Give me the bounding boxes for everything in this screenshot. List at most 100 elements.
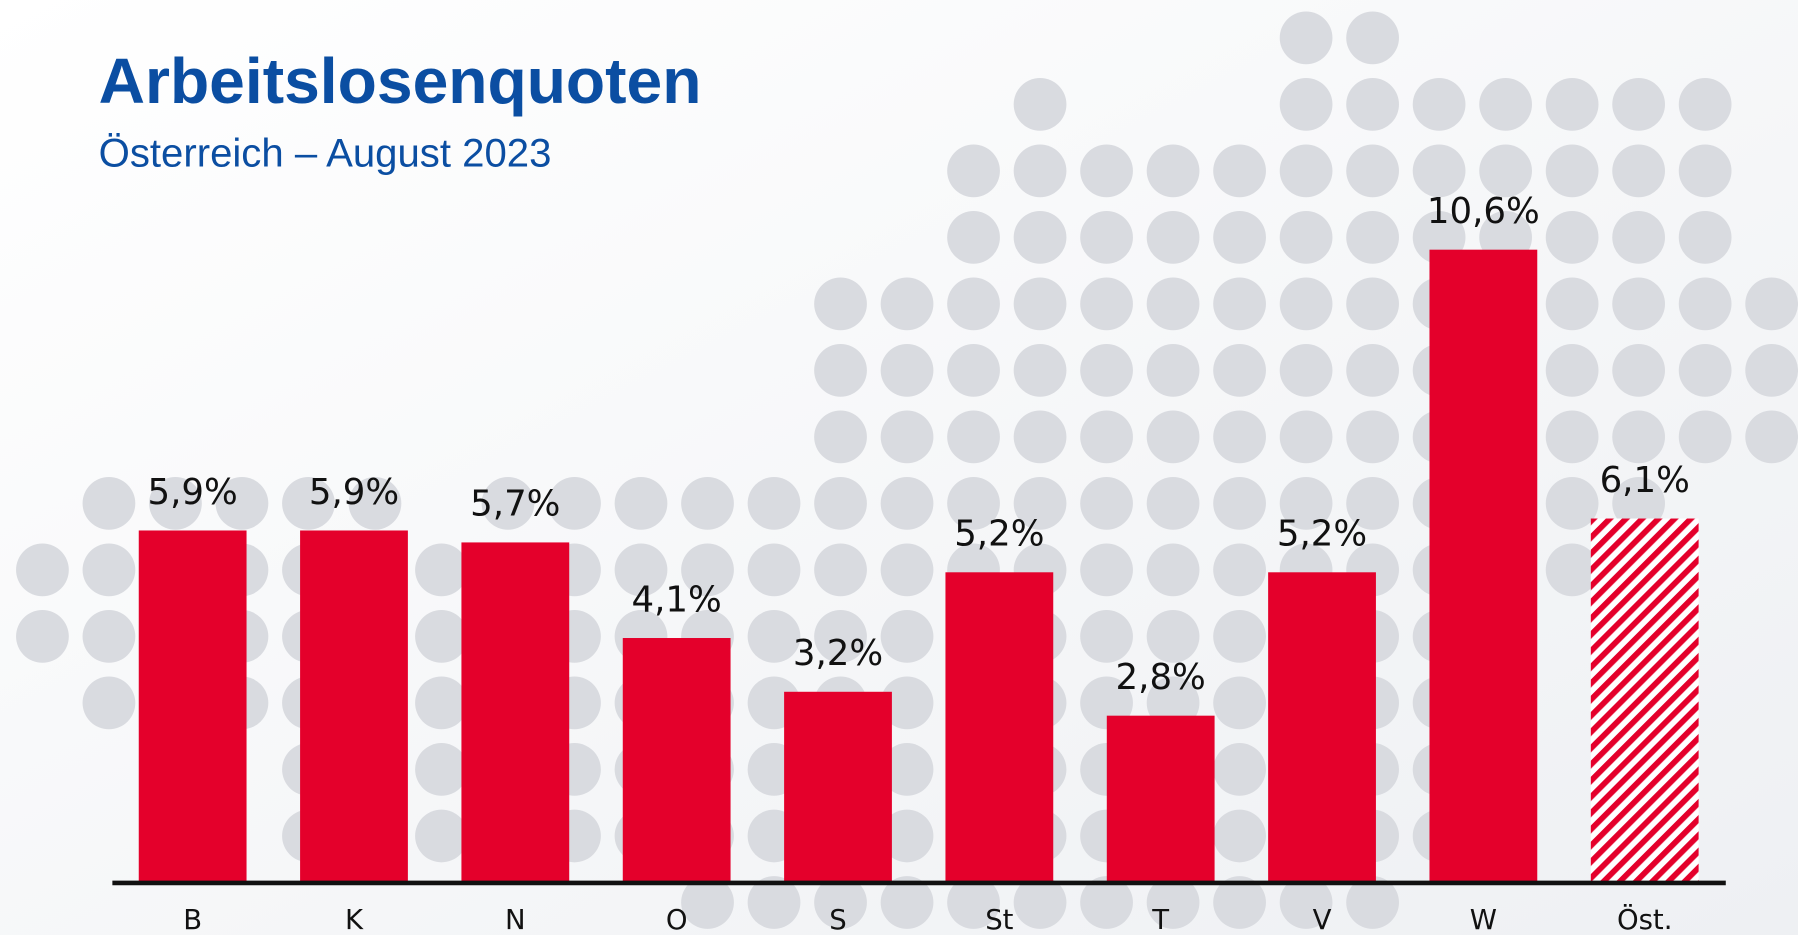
background-dot [481,477,535,530]
background-dot [947,277,1000,331]
background-dot [1279,876,1333,929]
background-dot [880,410,934,464]
background-dot [1279,277,1333,331]
background-dot [1213,477,1266,530]
x-tick-label: K [345,904,364,935]
value-label: 2,8% [1116,657,1206,698]
background-dot [1213,676,1266,730]
x-tick-label: N [505,904,526,935]
background-dot [1612,477,1666,530]
background-dot [1346,410,1399,464]
background-dot [1080,543,1133,597]
background-dot [1013,344,1067,397]
background-dot [415,610,468,663]
background-dot [947,344,1000,397]
background-dot [1080,277,1133,331]
value-label: 4,1% [632,579,722,620]
value-label: 5,9% [309,472,399,513]
background-dot [1013,210,1067,264]
background-dot [1346,11,1399,65]
background-dot [1213,743,1266,796]
background-dot [1213,610,1266,663]
background-dot [282,477,335,530]
background-dot [1279,77,1333,131]
background-dot [1612,410,1666,464]
x-tick-label: St [985,904,1013,935]
background-dot [1678,210,1732,264]
background-dot [1545,344,1599,397]
background-dot [215,477,269,530]
background-dot [1080,344,1133,397]
background-dot [348,477,402,530]
bar [138,530,247,883]
background-dot [614,543,668,597]
background-dot [1612,77,1666,131]
x-tick-label: S [829,904,846,935]
bar [461,542,570,883]
x-tick-label: B [183,904,202,935]
background-dot [880,344,934,397]
background-dot [1013,477,1067,530]
background-dot [1545,477,1599,530]
background-dot [1346,144,1399,198]
background-dot [1279,410,1333,464]
background-dot [880,477,934,530]
background-dot [1013,144,1067,198]
background-dot [880,543,934,597]
background-dot [1346,876,1399,929]
background-dot [1213,809,1266,863]
background-dot [814,543,867,597]
background-dot [681,876,734,929]
background-dot [1213,144,1266,198]
background-dot [1279,144,1333,198]
background-dot [1346,77,1399,131]
bar [1106,715,1215,883]
background-dot [1080,876,1133,929]
background-dot [1678,344,1732,397]
background-dot [415,676,468,730]
background-dot [947,210,1000,264]
background-dot [1545,144,1599,198]
background-dot [1279,477,1333,530]
background-dot [1745,277,1798,331]
x-tick-label: V [1313,904,1332,935]
background-dot [1545,543,1599,597]
background-dot [947,477,1000,530]
bar [1429,249,1538,883]
value-label: 3,2% [793,633,883,674]
background-dot [82,477,136,530]
background-dot [1213,543,1266,597]
background-dot [947,410,1000,464]
background-dot [814,277,867,331]
value-label: 5,2% [954,514,1044,555]
bar [945,572,1054,883]
background-dot [1146,477,1200,530]
background-dot [1213,410,1266,464]
background-dot [548,477,601,530]
background-dot [1479,144,1532,198]
background-dot [1146,277,1200,331]
background-dot [1612,144,1666,198]
background-dot [1678,144,1732,198]
background-dot [1678,77,1732,131]
background-dot [1545,77,1599,131]
background-dot [1080,477,1133,530]
background-dot [1678,277,1732,331]
value-label: 5,9% [148,472,238,513]
background-dot [1346,477,1399,530]
background-dot [681,477,734,530]
background-dot [415,543,468,597]
chart-subtitle: Österreich – August 2023 [99,130,552,175]
background-dot [1013,277,1067,331]
background-dot [149,477,202,530]
background-dot [1080,144,1133,198]
background-dot [1612,210,1666,264]
background-dot [1013,876,1067,929]
background-dot [1013,77,1067,131]
background-dot [880,277,934,331]
background-dot [1213,210,1266,264]
background-dot [1545,410,1599,464]
background-dot [1146,410,1200,464]
background-dot [1013,410,1067,464]
